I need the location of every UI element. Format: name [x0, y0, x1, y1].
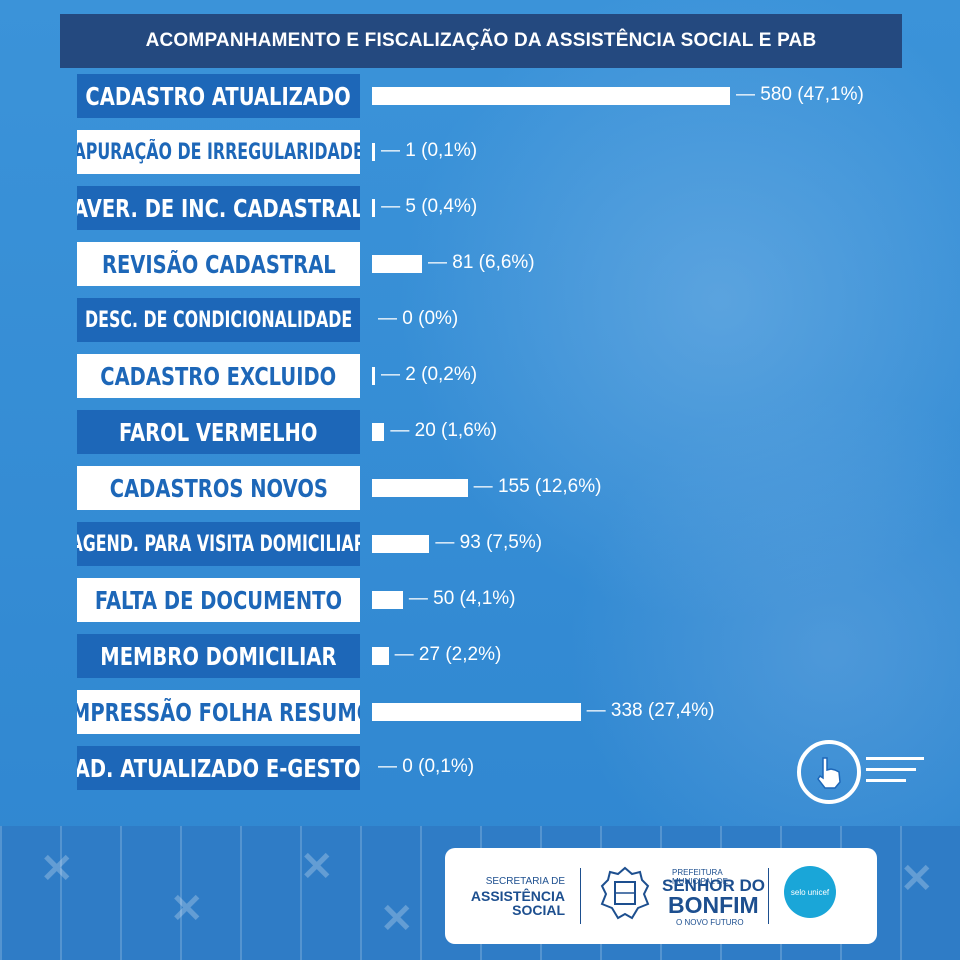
bar	[372, 199, 376, 217]
bar	[372, 479, 468, 497]
municipal-crest-icon	[600, 866, 650, 920]
category-label-text: MEMBRO DOMICILIAR	[100, 641, 337, 671]
bar	[372, 535, 430, 553]
bar	[372, 87, 730, 105]
category-label-text: FALTA DE DOCUMENTO	[94, 585, 343, 615]
bar	[372, 703, 581, 721]
bar	[372, 143, 375, 161]
value-label: — 1 (0,1%)	[381, 140, 478, 161]
value-label: — 5 (0,4%)	[381, 196, 478, 217]
category-label: AVER. DE INC. CADASTRAL	[77, 186, 360, 230]
category-label: APURAÇÃO DE IRREGULARIDADE	[77, 130, 360, 174]
category-label: CADASTRO ATUALIZADO	[77, 74, 360, 118]
value-label: — 50 (4,1%)	[408, 588, 516, 609]
category-label-text: CAD. ATUALIZADO E-GESTOR	[77, 753, 360, 783]
category-label-text: AGEND. PARA VISITA DOMICILIAR	[77, 531, 360, 557]
pointer-line-icon	[866, 779, 906, 782]
logo-divider	[580, 868, 581, 924]
category-label: IMPRESSÃO FOLHA RESUMO	[77, 690, 360, 734]
bar	[372, 591, 403, 609]
secretaria-line1: SECRETARIA DE	[485, 876, 565, 887]
secretaria-line3: SOCIAL	[512, 902, 565, 918]
category-label-text: CADASTRO EXCLUIDO	[100, 361, 337, 391]
unicef-label: selo unicef	[790, 887, 830, 897]
prefeitura-line4: O NOVO FUTURO	[676, 918, 744, 927]
category-label-text: AVER. DE INC. CADASTRAL	[77, 193, 360, 223]
category-label-text: APURAÇÃO DE IRREGULARIDADE	[77, 139, 360, 165]
category-label: CAD. ATUALIZADO E-GESTOR	[77, 746, 360, 790]
chart-title: ACOMPANHAMENTO E FISCALIZAÇÃO DA ASSISTÊ…	[60, 14, 902, 68]
category-label: DESC. DE CONDICIONALIDADE	[77, 298, 360, 342]
value-label: — 20 (1,6%)	[390, 420, 497, 441]
secretaria-line2: ASSISTÊNCIA	[470, 888, 565, 904]
prefeitura-line1: PREFEITURA MUNICIPAL DE	[672, 868, 729, 886]
value-label: — 81 (6,6%)	[427, 252, 535, 273]
bar	[372, 423, 385, 441]
pointer-line-icon	[866, 768, 916, 771]
prefeitura-line3: BONFIM	[668, 892, 759, 918]
secretaria-logo: SECRETARIA DE ASSISTÊNCIA SOCIAL	[455, 875, 565, 917]
cactus-icon: ✕	[40, 847, 74, 891]
cactus-icon: ✕	[170, 887, 204, 931]
category-label: MEMBRO DOMICILIAR	[77, 634, 360, 678]
value-label: — 0 (0,1%)	[378, 756, 475, 777]
category-label-text: DESC. DE CONDICIONALIDADE	[84, 307, 353, 333]
category-label-text: FAROL VERMELHO	[119, 417, 318, 447]
value-label: — 27 (2,2%)	[394, 644, 502, 665]
unicef-seal-icon: selo unicef	[784, 866, 836, 918]
value-label: — 0 (0%)	[378, 308, 459, 329]
value-label: — 93 (7,5%)	[435, 532, 543, 553]
category-label: AGEND. PARA VISITA DOMICILIAR	[77, 522, 360, 566]
category-label-text: CADASTROS NOVOS	[109, 473, 328, 503]
category-label-text: IMPRESSÃO FOLHA RESUMO	[77, 697, 360, 727]
value-label: — 580 (47,1%)	[736, 84, 864, 105]
value-label: — 155 (12,6%)	[473, 476, 602, 497]
cactus-icon: ✕	[300, 845, 334, 889]
logo-divider	[768, 868, 769, 924]
bar	[372, 367, 375, 385]
pointer-hand-icon	[797, 740, 861, 804]
category-label-text: CADASTRO ATUALIZADO	[85, 81, 352, 111]
value-label: — 338 (27,4%)	[586, 700, 715, 721]
category-label: FAROL VERMELHO	[77, 410, 360, 454]
category-label: CADASTROS NOVOS	[77, 466, 360, 510]
cactus-icon: ✕	[380, 897, 414, 941]
bar	[372, 647, 389, 665]
category-label: CADASTRO EXCLUIDO	[77, 354, 360, 398]
category-label-text: REVISÃO CADASTRAL	[101, 249, 336, 279]
category-label: FALTA DE DOCUMENTO	[77, 578, 360, 622]
value-label: — 2 (0,2%)	[381, 364, 478, 385]
cactus-icon: ✕	[900, 857, 934, 901]
prefeitura-line2: SENHOR DO	[662, 876, 765, 895]
bar	[372, 255, 422, 273]
category-label: REVISÃO CADASTRAL	[77, 242, 360, 286]
pointer-line-icon	[866, 757, 924, 760]
